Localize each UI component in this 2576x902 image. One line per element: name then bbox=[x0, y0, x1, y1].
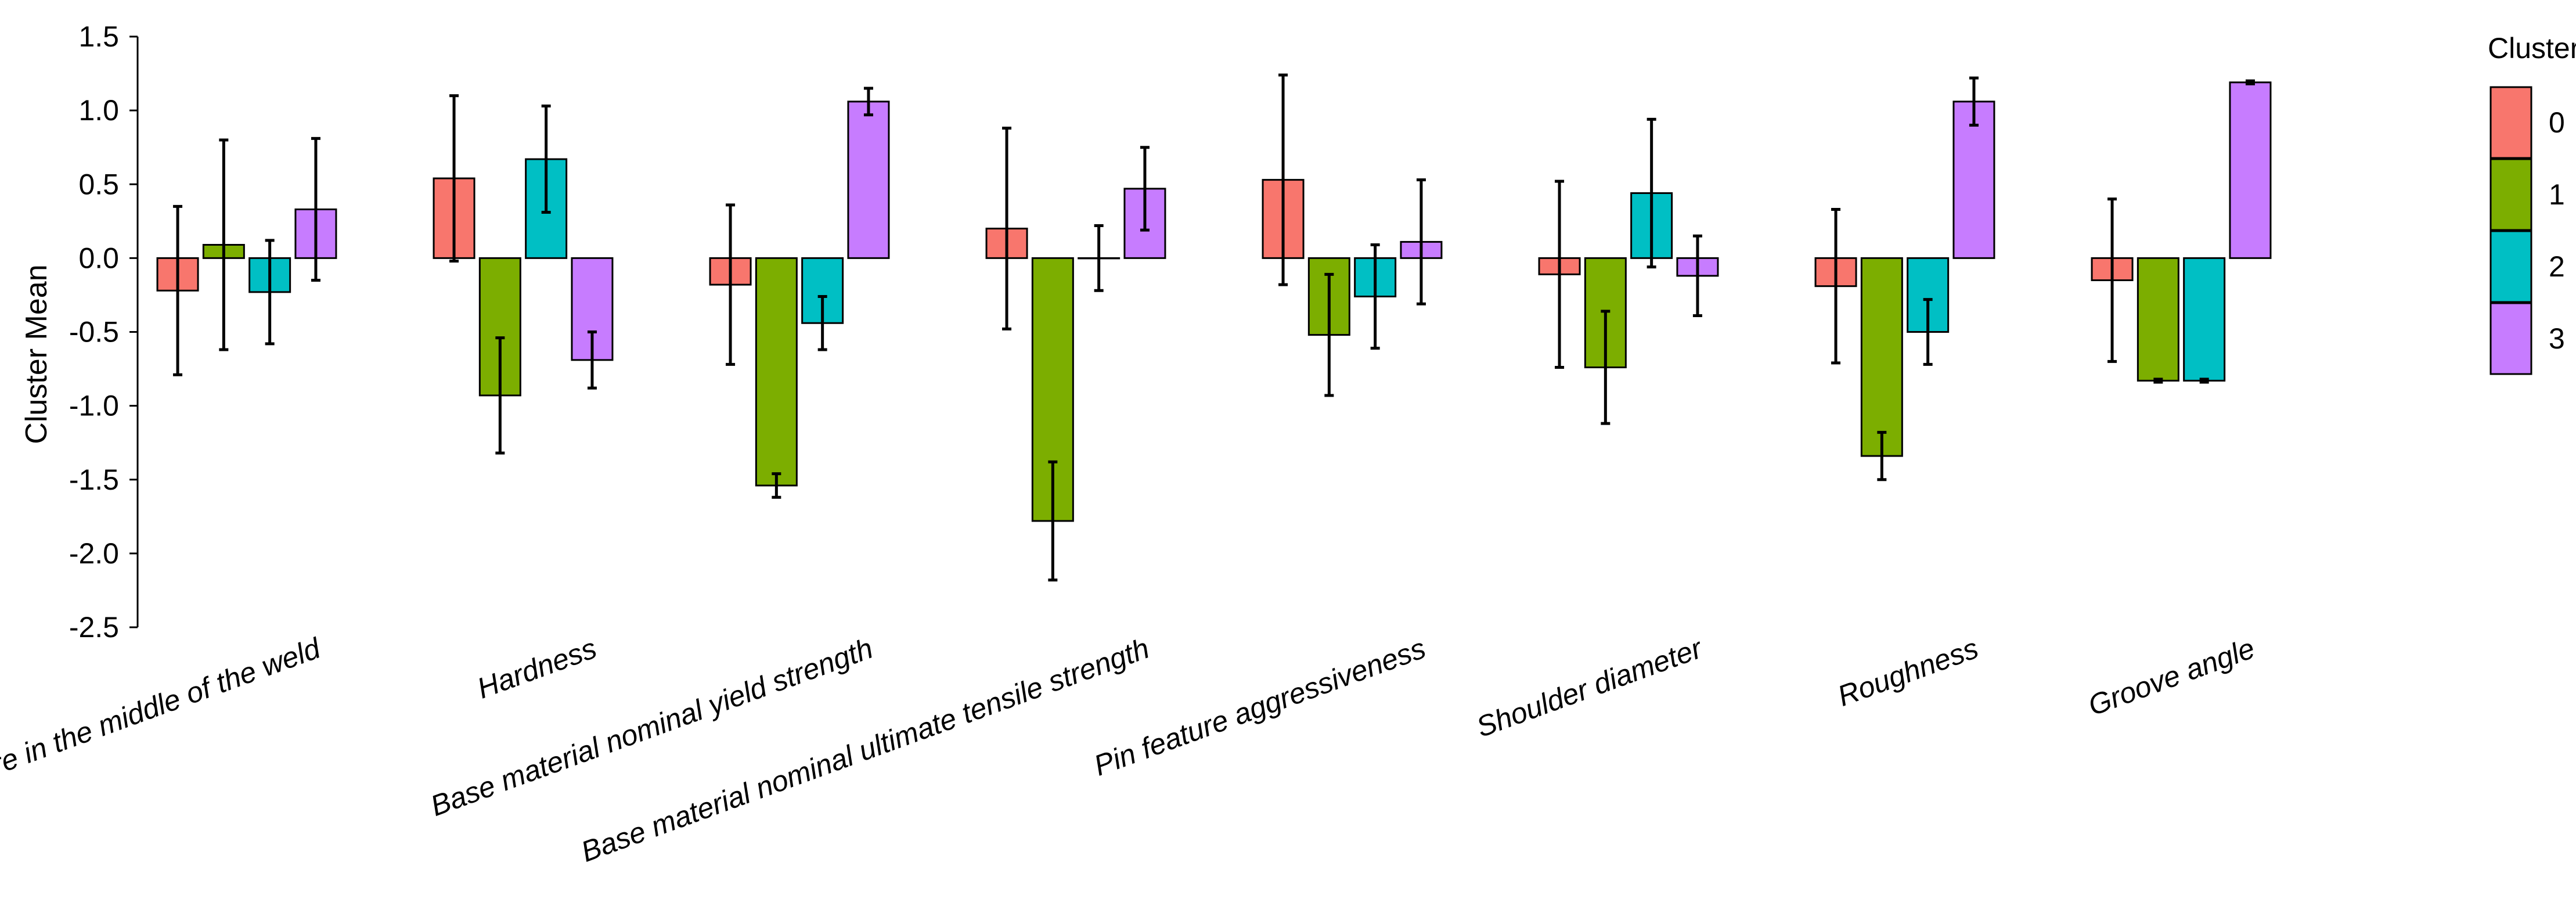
bar bbox=[1860, 257, 1903, 457]
bar bbox=[2229, 81, 2272, 259]
legend-label: 1 bbox=[2549, 178, 2565, 211]
legend-swatch bbox=[2489, 302, 2532, 375]
y-tick-label: 0.5 bbox=[78, 168, 119, 200]
x-tick-label: Base material nominal yield strength bbox=[426, 632, 877, 822]
bar bbox=[2137, 257, 2179, 382]
x-axis: Temperature in the middle of the weld Har… bbox=[0, 631, 2259, 868]
x-tick-label: Base material nominal ultimate tensile s… bbox=[577, 632, 1154, 868]
y-tick-label: -1.0 bbox=[69, 390, 119, 422]
legend-label: 2 bbox=[2549, 250, 2565, 283]
y-tick-label: -0.5 bbox=[69, 316, 119, 348]
x-tick-label: Shoulder diameter bbox=[1472, 631, 1707, 743]
y-axis-label: Cluster Mean bbox=[20, 264, 53, 444]
y-tick-label: 1.0 bbox=[78, 94, 119, 127]
bar bbox=[1952, 100, 1995, 259]
y-tick-label: -1.5 bbox=[69, 463, 119, 496]
bar bbox=[847, 100, 890, 259]
legend-title: Cluster bbox=[2488, 32, 2576, 64]
y-tick-label: -2.0 bbox=[69, 537, 119, 570]
y-tick-label: 0.0 bbox=[78, 242, 119, 274]
plot-area bbox=[156, 73, 2272, 582]
bar bbox=[2183, 257, 2226, 382]
x-tick-label: Groove angle bbox=[2084, 632, 2259, 722]
legend-label: 0 bbox=[2549, 106, 2565, 139]
legend-swatch bbox=[2489, 86, 2532, 159]
bar bbox=[755, 257, 798, 487]
y-tick-label: 1.5 bbox=[78, 20, 119, 53]
legend-swatch bbox=[2489, 230, 2532, 303]
x-tick-label: Temperature in the middle of the weld bbox=[0, 631, 326, 828]
legend-swatch bbox=[2489, 158, 2532, 231]
y-tick-label: -2.5 bbox=[69, 611, 119, 644]
x-tick-label: Hardness bbox=[473, 632, 601, 705]
legend-label: 3 bbox=[2549, 322, 2565, 355]
y-axis: -2.5 -2.0 -1.5 -1.0 -0.5 0.0 0.5 1.0 1.5 bbox=[69, 20, 139, 644]
x-tick-label: Roughness bbox=[1833, 632, 1983, 713]
legend: Cluster 0 1 2 3 bbox=[2488, 32, 2576, 375]
